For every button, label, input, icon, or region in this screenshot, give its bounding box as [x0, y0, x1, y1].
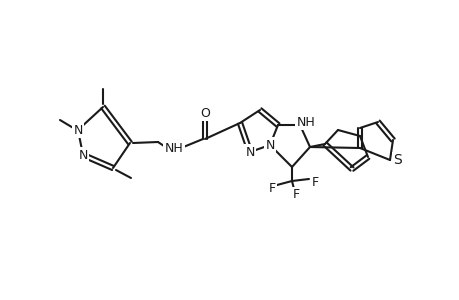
Text: NH: NH [164, 142, 183, 154]
Text: F: F [311, 176, 318, 188]
Text: S: S [393, 153, 402, 167]
Text: N: N [78, 148, 88, 161]
Text: N: N [245, 146, 254, 158]
Text: F: F [292, 188, 299, 202]
Text: N: N [265, 139, 274, 152]
Text: O: O [200, 106, 209, 119]
Text: F: F [268, 182, 275, 196]
Text: N: N [73, 124, 83, 136]
Text: NH: NH [296, 116, 315, 128]
